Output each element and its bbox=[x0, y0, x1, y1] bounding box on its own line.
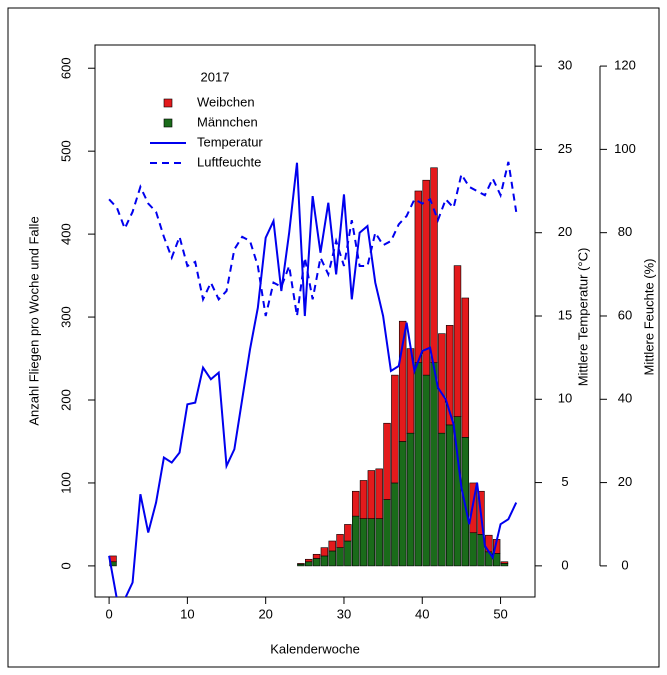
bar bbox=[383, 422, 391, 500]
y2-tick-label: 10 bbox=[558, 391, 572, 406]
bar bbox=[297, 563, 305, 565]
bar bbox=[367, 470, 376, 519]
bar bbox=[438, 432, 446, 567]
y3-tick-label: 40 bbox=[618, 391, 632, 406]
plot-area bbox=[108, 161, 518, 597]
line bbox=[108, 161, 518, 317]
bar bbox=[312, 553, 321, 559]
x-tick-label: 0 bbox=[105, 606, 112, 621]
legend-swatch bbox=[163, 98, 173, 108]
y2-tick-label: 30 bbox=[558, 58, 572, 73]
bar bbox=[359, 518, 368, 567]
bar bbox=[414, 362, 423, 567]
y3-axis-label: Mittlere Feuchte (%) bbox=[641, 258, 656, 375]
bar bbox=[445, 424, 454, 567]
y-tick-label: 200 bbox=[58, 389, 73, 411]
legend-label: Weibchen bbox=[197, 94, 255, 109]
bar bbox=[305, 561, 313, 567]
y3-tick-label: 80 bbox=[618, 224, 632, 239]
y-tick-label: 100 bbox=[58, 472, 73, 494]
legend-label: Temperatur bbox=[197, 134, 263, 149]
y3-tick-label: 20 bbox=[618, 474, 632, 489]
bar bbox=[438, 333, 446, 434]
plot-frame bbox=[94, 44, 536, 598]
x-tick-label: 10 bbox=[180, 606, 194, 621]
bar bbox=[414, 190, 423, 363]
bar bbox=[422, 374, 430, 567]
bar bbox=[312, 558, 321, 567]
y2-tick-label: 15 bbox=[558, 307, 572, 322]
y-tick-label: 300 bbox=[58, 306, 73, 328]
bar bbox=[320, 555, 329, 567]
figure-border bbox=[7, 7, 660, 668]
bar bbox=[430, 362, 438, 567]
bar bbox=[500, 563, 509, 567]
bar bbox=[391, 482, 399, 567]
y3-tick-label: 60 bbox=[618, 307, 632, 322]
y2-tick-label: 5 bbox=[561, 474, 568, 489]
bar bbox=[305, 558, 313, 563]
legend-title: 2017 bbox=[201, 69, 230, 84]
bar bbox=[367, 518, 376, 567]
y2-axis-label: Mittlere Temperatur (°C) bbox=[575, 248, 590, 387]
bar bbox=[383, 499, 391, 567]
bar bbox=[406, 432, 415, 567]
y3-tick-label: 120 bbox=[614, 58, 636, 73]
bar bbox=[430, 167, 438, 363]
y2-tick-label: 20 bbox=[558, 224, 572, 239]
bar bbox=[351, 490, 360, 517]
bar bbox=[445, 325, 454, 426]
y-axis-label: Anzahl Fliegen pro Woche und Falle bbox=[26, 216, 41, 425]
bar bbox=[422, 179, 430, 376]
y2-tick-label: 0 bbox=[561, 557, 568, 572]
x-tick-label: 30 bbox=[337, 606, 351, 621]
bar bbox=[351, 515, 360, 567]
bar bbox=[344, 524, 352, 542]
bar bbox=[398, 320, 407, 442]
bar bbox=[453, 265, 462, 417]
bar bbox=[359, 480, 368, 519]
bar bbox=[375, 468, 383, 519]
y-tick-label: 600 bbox=[58, 57, 73, 79]
x-tick-label: 40 bbox=[415, 606, 429, 621]
y3-tick-label: 100 bbox=[614, 141, 636, 156]
bar bbox=[398, 441, 407, 567]
bar bbox=[469, 532, 477, 567]
legend-label: Männchen bbox=[197, 114, 258, 129]
bar bbox=[500, 561, 509, 564]
legend-label: Luftfeuchte bbox=[197, 154, 261, 169]
x-tick-label: 20 bbox=[258, 606, 272, 621]
x-axis-label: Kalenderwoche bbox=[270, 641, 360, 656]
bar bbox=[344, 540, 352, 567]
bar bbox=[328, 550, 336, 567]
y-tick-label: 500 bbox=[58, 140, 73, 162]
bar bbox=[375, 518, 383, 567]
x-tick-label: 50 bbox=[493, 606, 507, 621]
bar bbox=[336, 534, 344, 548]
bar bbox=[320, 547, 329, 557]
y3-tick-label: 0 bbox=[621, 557, 628, 572]
legend-swatch bbox=[163, 118, 173, 128]
bar bbox=[336, 547, 344, 567]
bar bbox=[328, 540, 336, 552]
bar bbox=[461, 297, 470, 438]
y-tick-label: 400 bbox=[58, 223, 73, 245]
line bbox=[108, 162, 518, 597]
y2-tick-label: 25 bbox=[558, 141, 572, 156]
y-tick-label: 0 bbox=[58, 562, 73, 569]
bar bbox=[391, 374, 399, 484]
